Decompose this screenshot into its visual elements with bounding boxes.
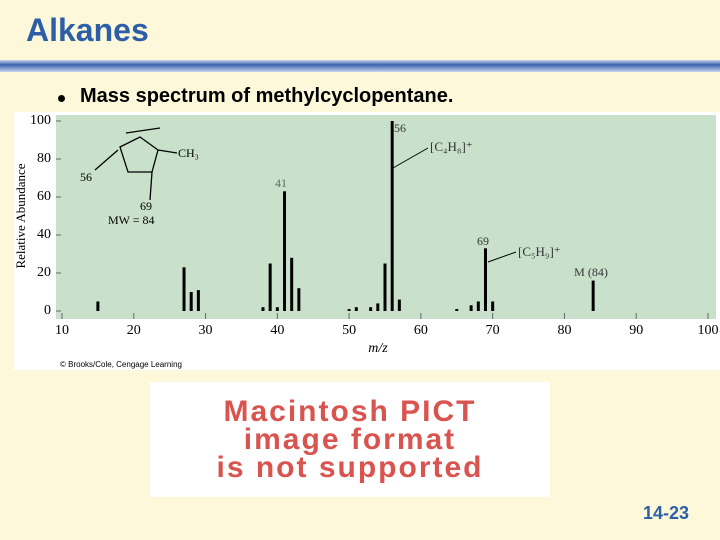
annotation-leader bbox=[392, 147, 429, 169]
bar bbox=[297, 288, 301, 311]
bar bbox=[261, 307, 265, 311]
bar bbox=[383, 263, 387, 311]
bar bbox=[196, 290, 200, 311]
annotation: 41 bbox=[275, 176, 287, 190]
x-tick-label: 70 bbox=[486, 323, 500, 338]
bar bbox=[476, 301, 480, 311]
bullet-text: Mass spectrum of methylcyclopentane. bbox=[80, 85, 454, 107]
x-tick-label: 60 bbox=[414, 323, 428, 338]
title-stripe bbox=[0, 60, 720, 72]
bar bbox=[455, 309, 459, 311]
bar bbox=[182, 267, 186, 311]
y-tick-label: 60 bbox=[37, 189, 51, 204]
structure-label: CH₃ bbox=[178, 146, 199, 160]
bar bbox=[347, 309, 351, 311]
annotation: 69 bbox=[477, 234, 489, 248]
bar bbox=[591, 280, 595, 311]
page-number: 14-23 bbox=[643, 503, 690, 523]
bar bbox=[491, 301, 495, 311]
structure-label: 56 bbox=[80, 170, 92, 184]
bar bbox=[275, 307, 279, 311]
bar bbox=[354, 307, 358, 311]
y-tick-label: 0 bbox=[44, 303, 51, 318]
y-tick-label: 80 bbox=[37, 151, 51, 166]
structure bbox=[94, 127, 178, 201]
x-tick-label: 90 bbox=[629, 323, 643, 338]
structure-label: 69 bbox=[140, 199, 152, 213]
bar bbox=[390, 121, 394, 311]
bar bbox=[268, 263, 272, 311]
y-tick-label: 20 bbox=[37, 265, 51, 280]
placeholder-line: image format bbox=[243, 422, 457, 456]
bar bbox=[483, 248, 487, 311]
x-tick-label: 80 bbox=[557, 323, 571, 338]
x-tick-label: 40 bbox=[270, 323, 284, 338]
x-tick-label: 10 bbox=[55, 323, 69, 338]
structure-label: MW = 84 bbox=[108, 213, 155, 227]
credit: © Brooks/Cole, Cengage Learning bbox=[60, 360, 182, 369]
annotation-leader bbox=[487, 251, 517, 263]
annotation: [C₄H₈]⁺ bbox=[430, 139, 473, 154]
y-axis-label: Relative Abundance bbox=[13, 163, 28, 268]
x-tick-label: 50 bbox=[342, 323, 356, 338]
bar bbox=[376, 303, 380, 311]
annotation: M (84) bbox=[574, 265, 608, 279]
bar bbox=[283, 191, 287, 311]
slide-title: Alkanes bbox=[26, 12, 149, 48]
x-tick-label: 20 bbox=[127, 323, 141, 338]
bar bbox=[397, 299, 401, 311]
x-axis-label: m/z bbox=[368, 341, 388, 356]
annotation: 56 bbox=[394, 121, 406, 135]
bar bbox=[290, 257, 294, 311]
x-tick-label: 30 bbox=[199, 323, 213, 338]
bar bbox=[189, 292, 193, 311]
image-placeholder: Macintosh PICT image format is not suppo… bbox=[150, 382, 550, 497]
bar bbox=[469, 305, 473, 311]
bullet-dot bbox=[58, 95, 65, 102]
y-tick-label: 100 bbox=[30, 113, 51, 128]
bar bbox=[369, 307, 373, 311]
placeholder-line: Macintosh PICT bbox=[223, 394, 477, 428]
placeholder-line: is not supported bbox=[216, 450, 484, 484]
bar bbox=[96, 301, 100, 311]
annotation: [C₅H₉]⁺ bbox=[518, 244, 561, 259]
x-tick-label: 100 bbox=[698, 323, 719, 338]
y-tick-label: 40 bbox=[37, 227, 51, 242]
